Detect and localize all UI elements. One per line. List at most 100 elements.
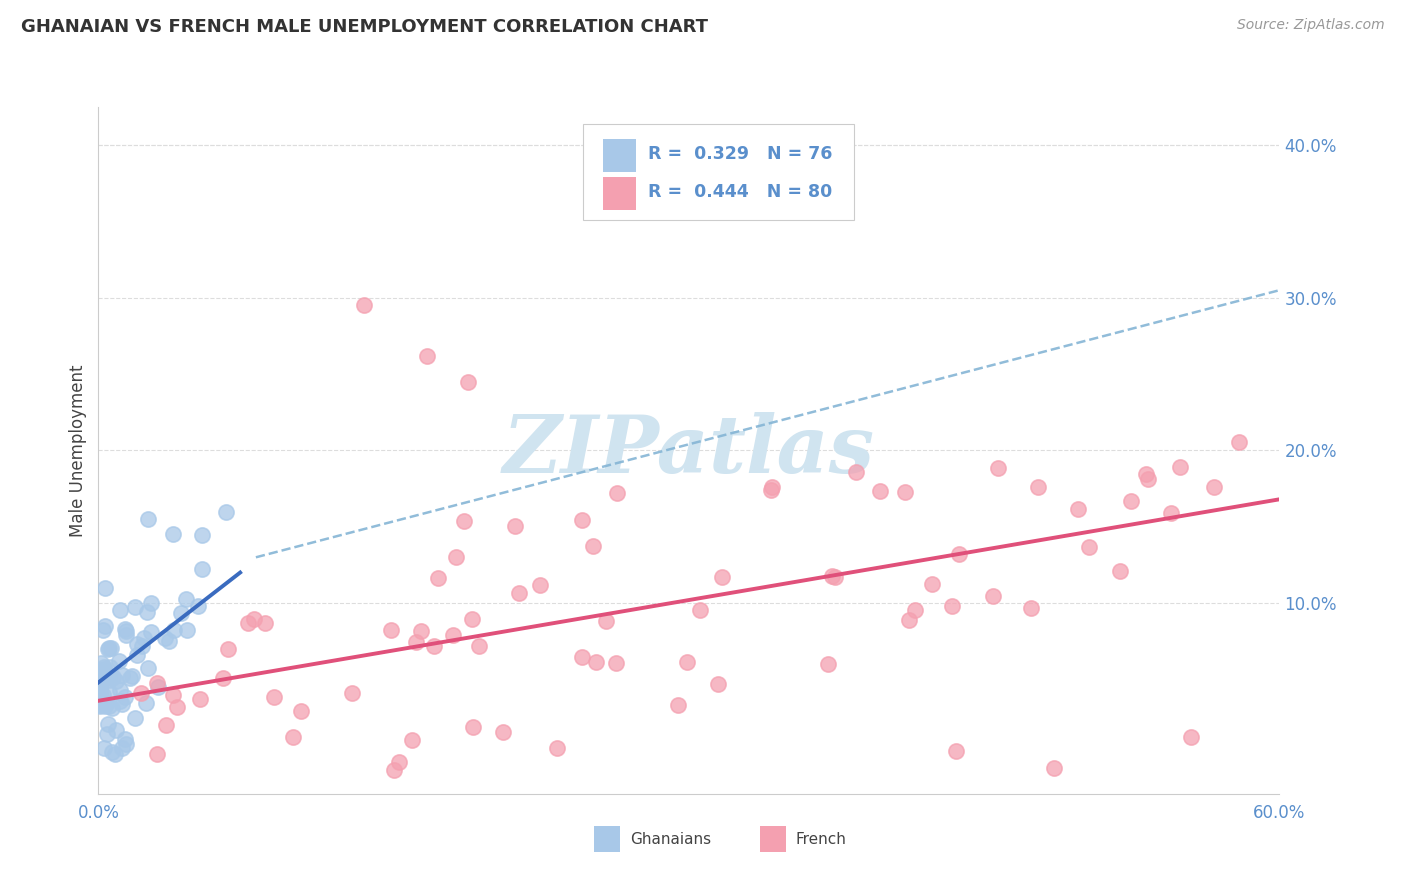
Point [571, 650, 593, 665]
Text: French: French [796, 831, 846, 847]
Point [1109, 564, 1132, 578]
Point [453, 514, 475, 528]
Point [1026, 480, 1049, 494]
Point [409, 624, 432, 638]
Point [821, 569, 844, 583]
Point [162, 688, 184, 702]
Point [290, 704, 312, 718]
Point [101, 670, 124, 684]
Point [461, 720, 484, 734]
Point [187, 599, 209, 614]
Point [388, 755, 411, 769]
Point [93, 663, 115, 677]
Point [111, 741, 134, 756]
Point [111, 668, 134, 682]
Point [492, 725, 515, 739]
Point [97, 642, 120, 657]
Point [176, 623, 198, 637]
Point [212, 672, 235, 686]
Point [89, 678, 111, 692]
Point [108, 694, 131, 708]
Point [107, 655, 129, 669]
Point [845, 465, 868, 479]
Y-axis label: Male Unemployment: Male Unemployment [69, 364, 87, 537]
Point [105, 674, 128, 689]
Point [254, 616, 277, 631]
Point [1160, 507, 1182, 521]
Point [93, 741, 115, 756]
Point [141, 625, 163, 640]
Point [162, 527, 184, 541]
Point [191, 561, 214, 575]
Text: GHANAIAN VS FRENCH MALE UNEMPLOYMENT CORRELATION CHART: GHANAIAN VS FRENCH MALE UNEMPLOYMENT COR… [21, 18, 709, 36]
Point [136, 660, 159, 674]
Point [89, 686, 111, 700]
Bar [603, 139, 636, 172]
Point [426, 571, 449, 585]
Point [190, 528, 212, 542]
Text: R =  0.444   N = 80: R = 0.444 N = 80 [648, 183, 832, 202]
Point [91, 623, 114, 637]
Point [898, 613, 921, 627]
Point [104, 747, 127, 762]
Point [114, 622, 136, 636]
Point [97, 717, 120, 731]
Point [136, 512, 159, 526]
Point [98, 673, 121, 687]
Point [505, 519, 527, 533]
Point [94, 699, 117, 714]
Point [91, 688, 114, 702]
Point [1136, 472, 1159, 486]
Point [114, 628, 136, 642]
Point [89, 698, 111, 713]
Point [89, 674, 111, 689]
Text: Source: ZipAtlas.com: Source: ZipAtlas.com [1237, 18, 1385, 32]
Point [546, 741, 568, 756]
Point [98, 659, 121, 673]
Point [582, 539, 605, 553]
Point [676, 655, 699, 669]
Point [188, 691, 211, 706]
Point [689, 603, 711, 617]
Point [90, 656, 112, 670]
Text: ZIPatlas: ZIPatlas [503, 412, 875, 489]
Point [948, 547, 970, 561]
Point [136, 605, 159, 619]
Point [114, 690, 136, 705]
Point [146, 747, 169, 761]
Point [904, 603, 927, 617]
Point [595, 615, 617, 629]
Point [132, 631, 155, 645]
Point [215, 504, 238, 518]
Point [1180, 731, 1202, 745]
Point [94, 618, 117, 632]
Point [127, 637, 149, 651]
Point [90, 690, 112, 705]
Point [217, 642, 239, 657]
Text: R =  0.329   N = 76: R = 0.329 N = 76 [648, 145, 832, 162]
Point [124, 600, 146, 615]
Point [380, 623, 402, 637]
Point [139, 596, 162, 610]
Point [1121, 494, 1143, 508]
Point [585, 655, 607, 669]
Point [382, 763, 405, 777]
Point [353, 298, 375, 312]
Bar [595, 826, 620, 852]
Point [98, 684, 121, 698]
Point [114, 732, 136, 747]
Point [110, 603, 132, 617]
Point [711, 570, 734, 584]
Point [93, 694, 115, 708]
Point [243, 612, 266, 626]
Point [441, 628, 464, 642]
Point [93, 660, 115, 674]
Point [606, 486, 628, 500]
Bar [759, 826, 786, 852]
Point [91, 665, 114, 680]
Point [1043, 761, 1066, 775]
Point [263, 690, 285, 704]
Point [90, 675, 112, 690]
Point [146, 680, 169, 694]
Point [422, 639, 444, 653]
